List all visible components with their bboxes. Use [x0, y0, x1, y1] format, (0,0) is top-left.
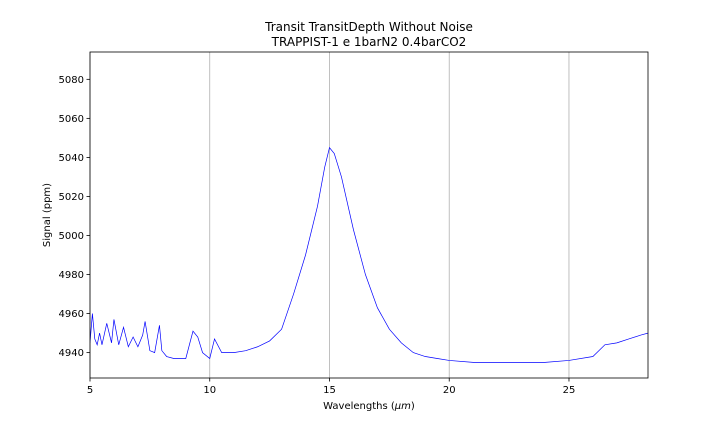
x-tick-label: 10 — [203, 385, 216, 396]
y-tick-label: 4980 — [59, 270, 84, 281]
spectrum-line — [90, 146, 648, 363]
y-tick-label: 4960 — [59, 309, 84, 320]
x-axis-label: Wavelengths (μm) — [323, 401, 415, 412]
x-gridlines — [89, 52, 570, 378]
x-tick-label: 20 — [443, 385, 456, 396]
y-tick-label: 5000 — [59, 231, 84, 242]
y-tick-label: 5060 — [59, 114, 84, 125]
chart-title-line-2: TRAPPIST-1 e 1barN2 0.4barCO2 — [271, 35, 467, 49]
x-axis-ticks: 5 10 15 20 25 — [87, 378, 576, 396]
y-tick-label: 5040 — [59, 153, 84, 164]
y-tick-label: 5020 — [59, 192, 84, 203]
x-tick-label: 15 — [323, 385, 336, 396]
y-tick-label: 5080 — [59, 75, 84, 86]
x-tick-label: 5 — [87, 385, 93, 396]
chart-title-line-1: Transit TransitDepth Without Noise — [264, 20, 473, 34]
x-tick-label: 25 — [563, 385, 576, 396]
y-tick-label: 4940 — [59, 348, 84, 359]
y-axis-label: Signal (ppm) — [42, 183, 53, 247]
y-axis-ticks: 4940 4960 4980 5000 5020 5040 5060 5080 — [59, 75, 90, 359]
plot-area-frame — [89, 51, 649, 379]
